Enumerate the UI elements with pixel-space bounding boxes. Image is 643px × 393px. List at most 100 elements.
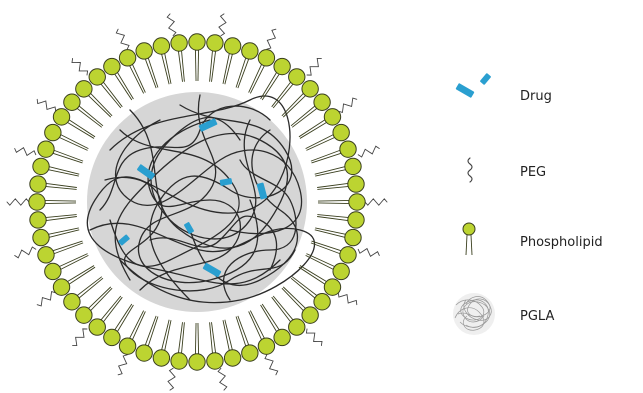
phospholipid-head: [29, 211, 47, 229]
phospholipid-tail: [261, 303, 281, 332]
phospholipid-head: [88, 68, 106, 86]
phospholipid-tail: [160, 52, 170, 85]
phospholipid-tail: [52, 242, 84, 255]
phospholipid-head: [118, 337, 137, 355]
polymer-strand: [223, 159, 297, 301]
phospholipid-head: [347, 175, 365, 193]
drug-particle: [118, 234, 130, 246]
peg-chain: [337, 97, 358, 113]
legend-item-peg: PEG: [467, 157, 546, 183]
phospholipid-tail: [299, 121, 329, 139]
peg-chain: [364, 198, 388, 206]
phospholipid-tail: [131, 62, 146, 93]
polymer-strand: [149, 215, 278, 271]
phospholipid-head: [28, 193, 46, 211]
pgla-polymer-strands: [86, 94, 316, 304]
phospholipid-head: [188, 33, 206, 51]
phospholipid-tail: [197, 47, 200, 82]
phospholipid-tail: [160, 319, 170, 352]
phospholipid-tail: [315, 168, 348, 177]
peg-chain: [306, 57, 322, 76]
phospholipid-head: [103, 328, 121, 347]
phospholipid-tail: [281, 287, 306, 313]
phospholipid-tail: [47, 165, 80, 175]
polymer-strand: [99, 105, 271, 211]
phospholipid-tail: [52, 149, 84, 162]
phospholipid-head: [152, 37, 171, 55]
legend-item-phospholipid: Phospholipid: [462, 222, 603, 256]
phospholipid-head: [32, 157, 50, 176]
phospholipid-tail: [88, 287, 113, 313]
phospholipid-head: [188, 353, 206, 371]
phospholipid-tail: [317, 202, 352, 205]
phospholipid-tail: [99, 295, 122, 322]
peg-chain: [36, 291, 57, 307]
phospholipid-tail: [314, 165, 347, 175]
phospholipid-head: [63, 93, 81, 111]
phospholipid-tail: [282, 93, 308, 118]
phospholipid-head: [323, 278, 342, 296]
phospholipid-tail: [113, 303, 133, 332]
polymer-strand: [109, 129, 240, 267]
phospholipid-head: [52, 278, 71, 296]
phospholipid-head: [118, 49, 137, 67]
phospholipid-tail: [211, 49, 217, 82]
phospholipid-head: [29, 175, 47, 193]
legend-label-pgla: PGLA: [520, 309, 554, 324]
phospholipid-tail: [67, 118, 96, 138]
phospholipid-tail: [99, 82, 122, 109]
phospholipid-tail: [44, 182, 77, 188]
peg-chain: [266, 28, 277, 50]
peg-chain: [167, 367, 176, 391]
phospholipid-tail: [224, 52, 234, 85]
phospholipid-head: [170, 34, 188, 52]
phospholipid-tail: [235, 55, 247, 88]
legend: Drug PEG Phospholipid: [453, 73, 603, 335]
phospholipid-head: [44, 123, 62, 142]
phospholipid-tail: [317, 199, 352, 202]
phospholipid-head: [301, 80, 319, 98]
phospholipid-head: [348, 193, 366, 211]
phospholipid-tail: [75, 276, 103, 298]
phospholipid-tail: [306, 136, 337, 151]
phospholipid-head: [223, 349, 242, 367]
phospholipid-tail: [163, 51, 172, 84]
drug-particle: [137, 164, 155, 180]
phospholipid-tail: [44, 216, 77, 222]
polymer-strand: [150, 116, 257, 240]
phospholipid-tail: [272, 295, 295, 322]
legend-label-peg: PEG: [520, 165, 546, 180]
drug-particle: [184, 222, 194, 234]
phospholipid-tail: [42, 202, 77, 205]
peg-chain: [36, 98, 57, 112]
phospholipid-tail: [248, 311, 263, 342]
phospholipid-head: [339, 140, 357, 158]
phospholipid-head: [135, 344, 153, 362]
phospholipid-tail: [311, 240, 344, 252]
phospholipid-head: [206, 34, 224, 52]
phospholipid-tail: [144, 57, 157, 89]
phospholipid-tail: [194, 322, 197, 357]
phospholipid-tail: [298, 118, 327, 138]
phospholipid-head: [313, 93, 331, 111]
phospholipid-tail: [298, 266, 327, 286]
pgla-core: [87, 92, 307, 312]
phospholipid-tail: [272, 82, 295, 109]
phospholipid-head: [37, 246, 55, 264]
legend-label-phospholipid: Phospholipid: [520, 235, 603, 250]
phospholipid-tail: [50, 152, 83, 164]
phospholipid-tail: [237, 57, 250, 89]
phospholipid-tail: [58, 133, 89, 150]
drug-particle: [219, 178, 233, 186]
peg-chain: [337, 292, 358, 306]
phospholipid-tail: [42, 199, 77, 202]
peg-chain: [357, 145, 380, 158]
phospholipid-head: [37, 140, 55, 158]
phospholipid-tail: [65, 265, 95, 283]
legend-item-drug: Drug: [455, 73, 552, 104]
phospholipid-head: [344, 157, 362, 176]
phospholipid-tail: [75, 106, 103, 128]
phospholipid-icon: [462, 222, 476, 256]
phospholipid-head: [88, 318, 106, 336]
phospholipid-head: [241, 344, 259, 362]
